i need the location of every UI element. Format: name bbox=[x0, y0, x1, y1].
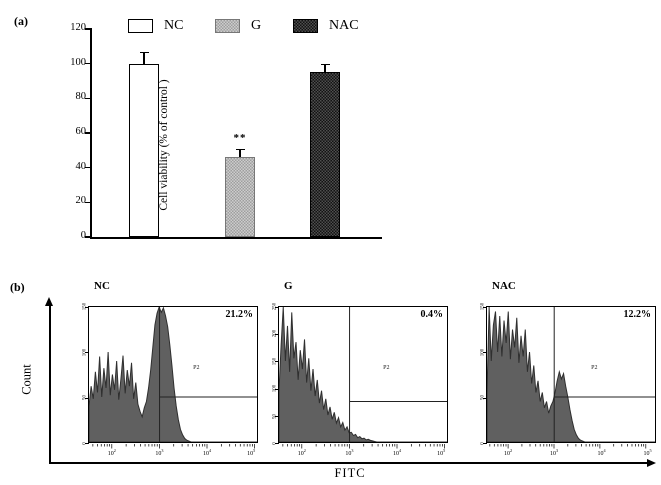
hist-y-tick-mark bbox=[85, 397, 89, 399]
hist-x-tick-label: 105 bbox=[643, 448, 652, 457]
histogram-trace bbox=[487, 307, 655, 442]
hist-x-tick-label: 103 bbox=[345, 448, 354, 457]
hist-y-tick-mark bbox=[275, 416, 279, 418]
y-tick-label: 80 bbox=[75, 91, 87, 103]
hist-x-tick-label: 103 bbox=[155, 448, 164, 457]
hist-x-tick-label: 105 bbox=[247, 448, 256, 457]
panel-a: (a) NC G NAC Cell viability (% of control … bbox=[0, 14, 661, 241]
up-arrow-icon bbox=[45, 297, 53, 306]
y-tick-mark bbox=[85, 201, 92, 204]
right-arrow-icon bbox=[647, 458, 656, 467]
hist-y-tick-mark bbox=[275, 443, 279, 444]
hist-x-tick-label: 103 bbox=[549, 448, 559, 457]
gate-percentage: 0.4% bbox=[420, 309, 444, 320]
hist-x-axis-ticks: 102 103 104 105 bbox=[88, 444, 258, 460]
hist-x-axis-ticks: 102 103 104 105 bbox=[278, 444, 448, 460]
legend-label-nac: NAC bbox=[329, 18, 359, 33]
gate-label: P2 bbox=[591, 365, 598, 372]
x-axis-label-fitc: FITC bbox=[334, 466, 366, 480]
y-tick-label: 0 bbox=[80, 230, 86, 241]
y-tick-mark bbox=[85, 97, 92, 100]
gate-label: P2 bbox=[383, 365, 390, 372]
histogram-plot-area: 0.4%P2050100150200250 bbox=[273, 303, 448, 445]
hist-x-tick-label: 102 bbox=[107, 448, 116, 457]
error-bar bbox=[239, 150, 241, 158]
y-tick-mark bbox=[85, 166, 92, 169]
legend: NC G NAC bbox=[0, 19, 661, 37]
y-axis-label-count: Count bbox=[19, 364, 34, 395]
histogram-g: G0.4%P2050100150200250102103104105 bbox=[273, 280, 448, 460]
hist-x-tick-label: 104 bbox=[392, 448, 402, 457]
y-tick-label: 20 bbox=[75, 195, 87, 207]
hist-y-tick-mark bbox=[275, 361, 279, 363]
hist-y-tick-mark bbox=[483, 443, 487, 444]
bar-chart-plot: Cell viability (% of control ) 0 20 40 60 80… bbox=[70, 22, 382, 241]
histogram-title: NAC bbox=[492, 280, 516, 292]
bar-nac bbox=[310, 72, 340, 237]
error-bar bbox=[143, 53, 145, 64]
hist-y-tick-mark bbox=[483, 352, 487, 354]
significance-marker: ** bbox=[233, 132, 247, 145]
histogram-plot-area: 12.2%P2050100150 bbox=[481, 303, 656, 445]
panel-b: (b) Count FITC NC21.2%P20501001501021031… bbox=[0, 260, 661, 485]
panel-a-label: (a) bbox=[14, 14, 28, 28]
error-bar-cap bbox=[139, 51, 149, 54]
hist-x-tick-label: 104 bbox=[597, 448, 606, 457]
hist-y-tick-mark bbox=[275, 307, 279, 308]
hist-x-tick-label: 104 bbox=[202, 448, 212, 457]
y-tick-label: 40 bbox=[75, 160, 87, 172]
y-axis-label-viability: Cell viability (% of control ) bbox=[158, 79, 170, 211]
error-bar-cap bbox=[235, 148, 245, 151]
gate-percentage: 21.2% bbox=[225, 309, 254, 320]
hist-y-tick-mark bbox=[483, 307, 487, 308]
legend-label-g: G bbox=[251, 18, 262, 33]
y-tick-mark bbox=[85, 236, 92, 238]
y-tick-mark bbox=[85, 132, 92, 134]
error-bar bbox=[324, 65, 326, 73]
y-tick-mark bbox=[85, 62, 92, 65]
hist-y-tick-mark bbox=[275, 388, 279, 390]
gate-label: P2 bbox=[193, 365, 200, 372]
legend-swatch-nac bbox=[293, 19, 318, 33]
hist-x-tick-label: 102 bbox=[297, 448, 306, 457]
legend-label-nc: NC bbox=[164, 18, 184, 33]
hist-x-tick-label: 102 bbox=[504, 448, 513, 457]
hist-x-tick-label: 105 bbox=[437, 448, 446, 457]
legend-swatch-g bbox=[215, 19, 240, 33]
count-axis-line bbox=[49, 306, 51, 462]
y-tick-label: 120 bbox=[70, 22, 86, 33]
histogram-title: NC bbox=[94, 280, 110, 292]
panel-b-label: (b) bbox=[10, 280, 25, 294]
hist-y-tick-mark bbox=[483, 397, 487, 399]
y-tick-label: 100 bbox=[70, 56, 86, 68]
legend-swatch-nc bbox=[128, 19, 153, 33]
histogram-trace bbox=[89, 307, 257, 442]
bar-nc bbox=[129, 63, 159, 237]
error-bar-cap bbox=[320, 63, 330, 66]
hist-y-tick-mark bbox=[85, 307, 89, 308]
bar-g bbox=[225, 157, 255, 237]
hist-y-tick-mark bbox=[85, 443, 89, 444]
y-tick-label: 60 bbox=[75, 126, 87, 137]
hist-y-tick-mark bbox=[275, 333, 279, 335]
hist-x-axis-ticks: 102 103 104 105 bbox=[486, 444, 656, 460]
histogram-trace bbox=[279, 307, 447, 442]
histogram-plot-area: 21.2%P2050100150 bbox=[83, 303, 258, 445]
y-tick-mark bbox=[85, 28, 92, 30]
gate-percentage: 12.2% bbox=[623, 309, 652, 320]
hist-y-tick-mark bbox=[85, 352, 89, 354]
fitc-axis-line bbox=[49, 462, 648, 464]
histogram-title: G bbox=[284, 280, 293, 292]
